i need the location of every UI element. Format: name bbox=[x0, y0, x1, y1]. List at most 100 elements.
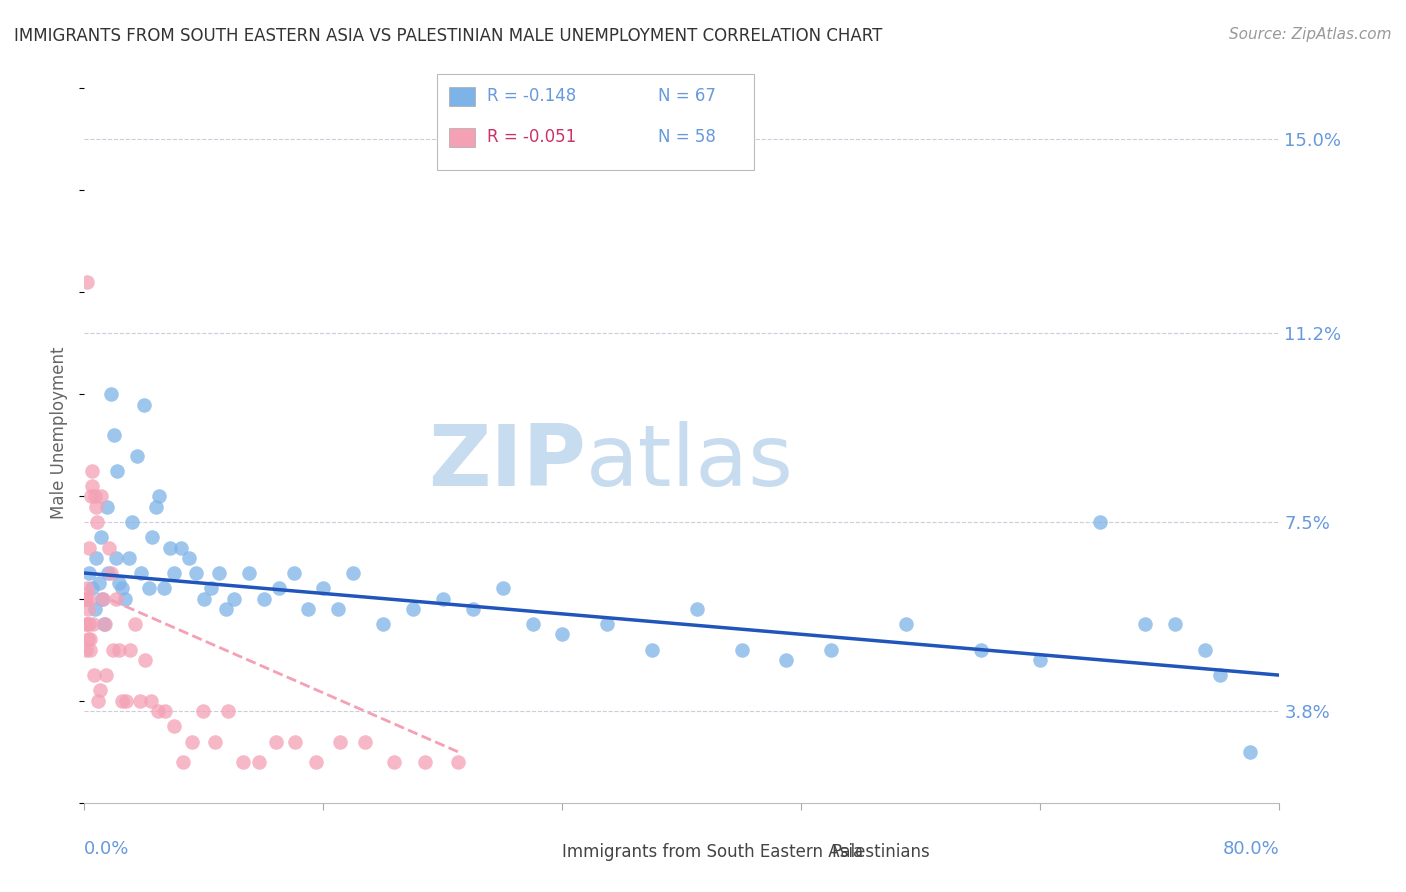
Point bbox=[193, 591, 215, 606]
Point bbox=[283, 566, 305, 580]
Point bbox=[1194, 642, 1216, 657]
Point bbox=[75, 642, 97, 657]
Point bbox=[103, 428, 125, 442]
Point bbox=[80, 479, 103, 493]
FancyBboxPatch shape bbox=[449, 87, 475, 106]
Text: N = 67: N = 67 bbox=[658, 87, 716, 105]
Point bbox=[155, 704, 177, 718]
Point bbox=[163, 566, 186, 580]
Point bbox=[107, 576, 129, 591]
Point bbox=[222, 591, 245, 606]
Text: N = 58: N = 58 bbox=[658, 128, 716, 146]
Point bbox=[170, 541, 193, 555]
Point bbox=[253, 591, 276, 606]
Y-axis label: Male Unemployment: Male Unemployment bbox=[51, 346, 69, 519]
Point bbox=[96, 500, 118, 514]
Point bbox=[83, 490, 105, 504]
Point bbox=[125, 449, 148, 463]
Point bbox=[86, 550, 108, 565]
Point bbox=[382, 755, 405, 769]
Point bbox=[1209, 668, 1232, 682]
Point bbox=[138, 582, 160, 596]
Point bbox=[100, 387, 122, 401]
Text: R = -0.051: R = -0.051 bbox=[486, 128, 576, 146]
Point bbox=[1164, 617, 1187, 632]
Point bbox=[1090, 515, 1112, 529]
Point bbox=[115, 694, 138, 708]
Point bbox=[191, 704, 214, 718]
Point bbox=[686, 601, 709, 615]
Point bbox=[77, 566, 100, 580]
Point bbox=[75, 591, 97, 606]
Text: 80.0%: 80.0% bbox=[1223, 840, 1279, 858]
Point bbox=[596, 617, 619, 632]
Point bbox=[129, 566, 152, 580]
Point bbox=[217, 704, 239, 718]
Point bbox=[90, 490, 112, 504]
Point bbox=[354, 734, 377, 748]
Point bbox=[215, 601, 238, 615]
Point bbox=[551, 627, 574, 641]
FancyBboxPatch shape bbox=[796, 841, 824, 862]
Point bbox=[141, 530, 163, 544]
Point bbox=[80, 490, 103, 504]
Point bbox=[312, 582, 335, 596]
Point bbox=[247, 755, 270, 769]
Point bbox=[75, 617, 97, 632]
Point bbox=[641, 642, 664, 657]
Point bbox=[200, 582, 222, 596]
Point bbox=[284, 734, 307, 748]
Text: R = -0.148: R = -0.148 bbox=[486, 87, 576, 105]
Point bbox=[82, 464, 104, 478]
Point bbox=[90, 530, 112, 544]
Point bbox=[79, 632, 101, 647]
Point bbox=[76, 617, 98, 632]
Point bbox=[97, 541, 120, 555]
Point bbox=[100, 566, 122, 580]
Point bbox=[80, 582, 103, 596]
Point bbox=[75, 591, 97, 606]
Point bbox=[111, 694, 134, 708]
Point bbox=[97, 566, 120, 580]
Point bbox=[159, 541, 181, 555]
Point bbox=[76, 601, 98, 615]
Point bbox=[93, 617, 115, 632]
Point bbox=[186, 566, 208, 580]
Text: Source: ZipAtlas.com: Source: ZipAtlas.com bbox=[1229, 27, 1392, 42]
Text: atlas: atlas bbox=[586, 421, 794, 504]
Text: 0.0%: 0.0% bbox=[84, 840, 129, 858]
Point bbox=[83, 668, 105, 682]
Point bbox=[128, 694, 150, 708]
Point bbox=[91, 591, 114, 606]
Point bbox=[208, 566, 231, 580]
Point bbox=[402, 601, 425, 615]
Point bbox=[264, 734, 287, 748]
Point bbox=[1029, 653, 1052, 667]
Point bbox=[522, 617, 544, 632]
Point bbox=[305, 755, 328, 769]
Point bbox=[87, 694, 110, 708]
Point bbox=[118, 550, 141, 565]
Point bbox=[432, 591, 454, 606]
Point bbox=[146, 704, 169, 718]
Point bbox=[83, 601, 105, 615]
Point bbox=[79, 642, 101, 657]
Point bbox=[76, 275, 98, 289]
Point bbox=[1133, 617, 1156, 632]
Point bbox=[96, 668, 118, 682]
Point bbox=[111, 582, 134, 596]
FancyBboxPatch shape bbox=[449, 128, 475, 147]
Point bbox=[89, 683, 111, 698]
Text: Immigrants from South Eastern Asia: Immigrants from South Eastern Asia bbox=[562, 843, 863, 861]
Point bbox=[162, 719, 184, 733]
Point bbox=[76, 582, 98, 596]
Point bbox=[970, 642, 993, 657]
Point bbox=[238, 566, 260, 580]
Point bbox=[267, 582, 290, 596]
Point bbox=[492, 582, 515, 596]
Point bbox=[775, 653, 797, 667]
Point bbox=[731, 642, 754, 657]
Point bbox=[373, 617, 395, 632]
Point bbox=[86, 515, 108, 529]
Point bbox=[413, 755, 436, 769]
